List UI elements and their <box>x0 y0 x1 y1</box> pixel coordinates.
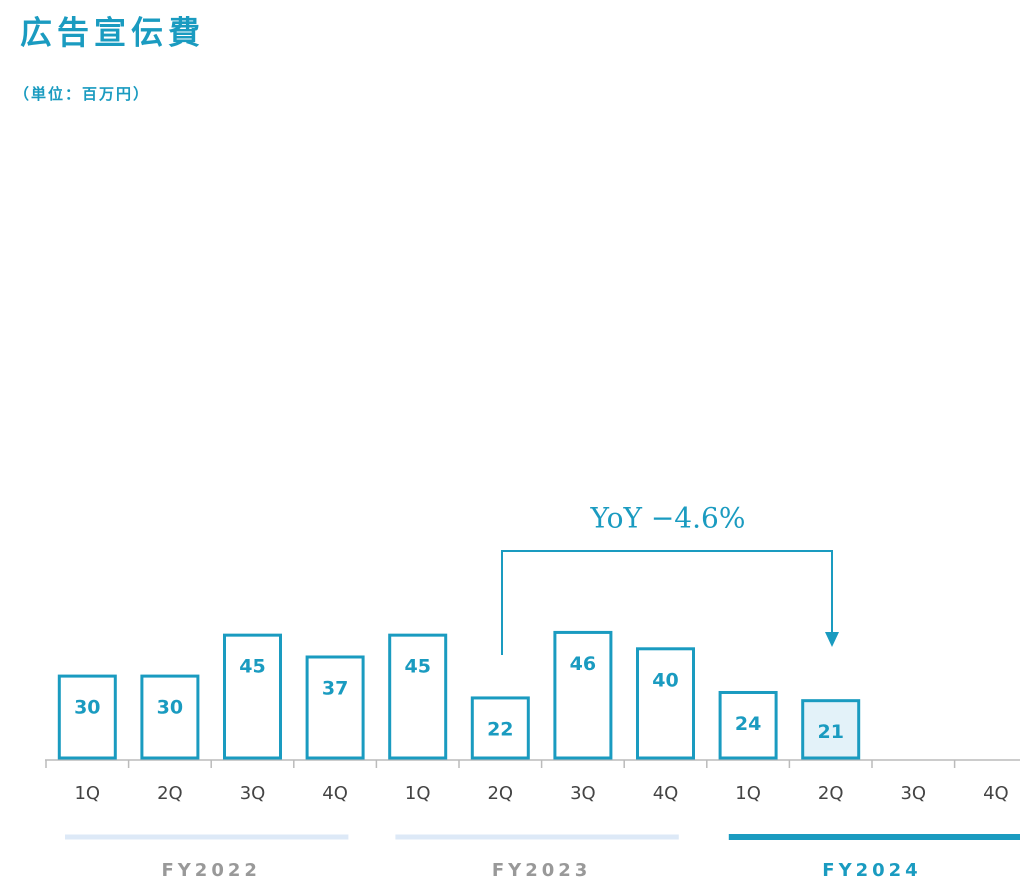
bar <box>636 647 695 760</box>
x-tick-label: 1Q <box>405 783 431 804</box>
data-label: 40 <box>652 669 678 691</box>
bar <box>470 696 530 760</box>
group-label: FY2022 <box>161 860 260 881</box>
group-label: FY2024 <box>822 860 921 881</box>
bar <box>305 655 365 760</box>
x-tick-label: 3Q <box>900 783 926 804</box>
annotation: YoY −4.6% <box>590 502 746 535</box>
x-tick-label: 4Q <box>322 783 348 804</box>
x-tick-label: 4Q <box>983 783 1009 804</box>
yoy-arrow <box>825 632 839 647</box>
x-tick-label: 1Q <box>735 783 761 804</box>
data-label: 30 <box>74 697 100 719</box>
bar <box>57 674 117 760</box>
bar <box>223 633 282 760</box>
x-tick-label: 2Q <box>818 783 844 804</box>
data-label: 30 <box>157 697 183 719</box>
x-tick-label: 3Q <box>570 783 596 804</box>
x-tick-label: 4Q <box>653 783 679 804</box>
data-label: 21 <box>817 721 843 743</box>
x-tick-label: 1Q <box>74 783 100 804</box>
bar <box>718 690 778 760</box>
data-label: 37 <box>322 677 348 699</box>
data-label: 45 <box>239 656 265 678</box>
data-label: 45 <box>404 656 430 678</box>
chart-title: 広告宣伝費 <box>20 14 205 52</box>
bar <box>388 633 448 760</box>
x-tick-label: 2Q <box>157 783 183 804</box>
chart-subtitle: （単位：百万円） <box>14 85 150 103</box>
data-label: 22 <box>487 718 513 740</box>
data-label: 46 <box>570 653 596 675</box>
group-label: FY2023 <box>492 860 591 881</box>
x-tick-label: 3Q <box>240 783 266 804</box>
bar <box>140 674 200 760</box>
bar <box>553 630 613 760</box>
x-tick-label: 2Q <box>487 783 513 804</box>
data-label: 24 <box>735 713 761 735</box>
bar <box>801 699 861 760</box>
yoy-bracket <box>501 550 833 655</box>
